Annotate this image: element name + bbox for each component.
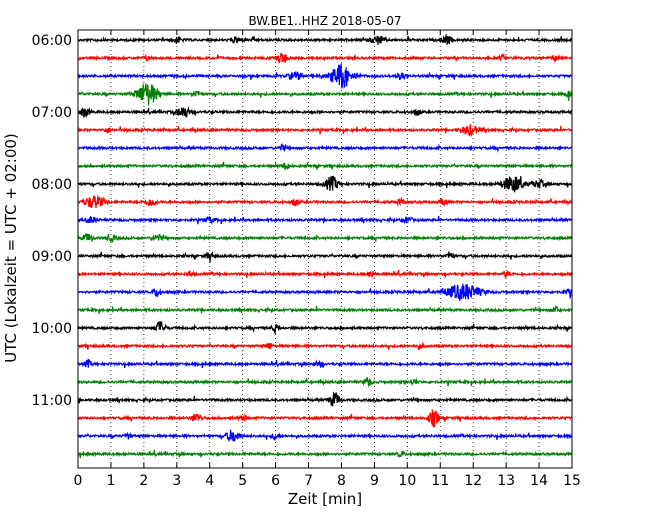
y-tick-label: 06:00 [32,33,72,49]
trace-line [77,33,573,45]
trace-line [77,341,573,351]
y-tick-label: 10:00 [32,321,72,337]
x-axis-ticks: 0 1 2 3 4 5 6 7 8 9 10 11 12 13 14 15 [74,30,581,489]
trace-line [77,233,573,244]
trace-line [77,449,573,459]
trace-line [77,304,573,315]
trace-line [77,283,573,301]
trace-line [77,358,573,369]
x-tick-label: 7 [304,473,313,489]
x-tick-label: 8 [337,473,346,489]
plot-frame [77,29,573,469]
trace-line [77,63,573,89]
x-tick-label: 9 [370,473,379,489]
x-axis-label: Zeit [min] [288,490,362,508]
trace-line [77,269,573,280]
seismic-traces [77,33,573,459]
trace-line [77,123,573,138]
trace-line [77,251,573,263]
x-tick-label: 4 [205,473,214,489]
trace-line [77,195,573,209]
x-tick-label: 2 [139,473,148,489]
trace-line [77,143,573,153]
y-tick-label: 07:00 [32,105,72,121]
x-tick-label: 5 [238,473,247,489]
x-tick-label: 11 [431,473,449,489]
trace-line [77,215,573,225]
x-tick-label: 0 [74,473,83,489]
x-tick-label: 13 [497,473,515,489]
x-tick-label: 14 [530,473,548,489]
chart-title: BW.BE1..HHZ 2018-05-07 [248,14,401,28]
trace-line [77,175,573,193]
trace-line [77,391,573,407]
trace-line [77,429,573,443]
y-tick-label: 09:00 [32,249,72,265]
x-tick-label: 1 [106,473,115,489]
trace-line [77,83,573,106]
x-tick-label: 15 [563,473,581,489]
y-axis-ticks: 06:00 07:00 08:00 09:00 10:00 11:00 [32,33,572,409]
y-tick-label: 08:00 [32,177,72,193]
x-tick-label: 3 [172,473,181,489]
trace-line [77,321,573,335]
x-tick-label: 12 [464,473,482,489]
trace-line [77,409,573,429]
y-tick-label: 11:00 [32,393,72,409]
x-tick-label: 6 [271,473,280,489]
vertical-grid-lines [110,30,540,468]
x-tick-label: 10 [398,473,416,489]
trace-line [77,376,573,387]
y-axis-label: UTC (Lokalzeit = UTC + 02:00) [2,133,20,363]
trace-line [77,161,573,170]
trace-line [77,52,573,64]
trace-line [77,106,573,119]
